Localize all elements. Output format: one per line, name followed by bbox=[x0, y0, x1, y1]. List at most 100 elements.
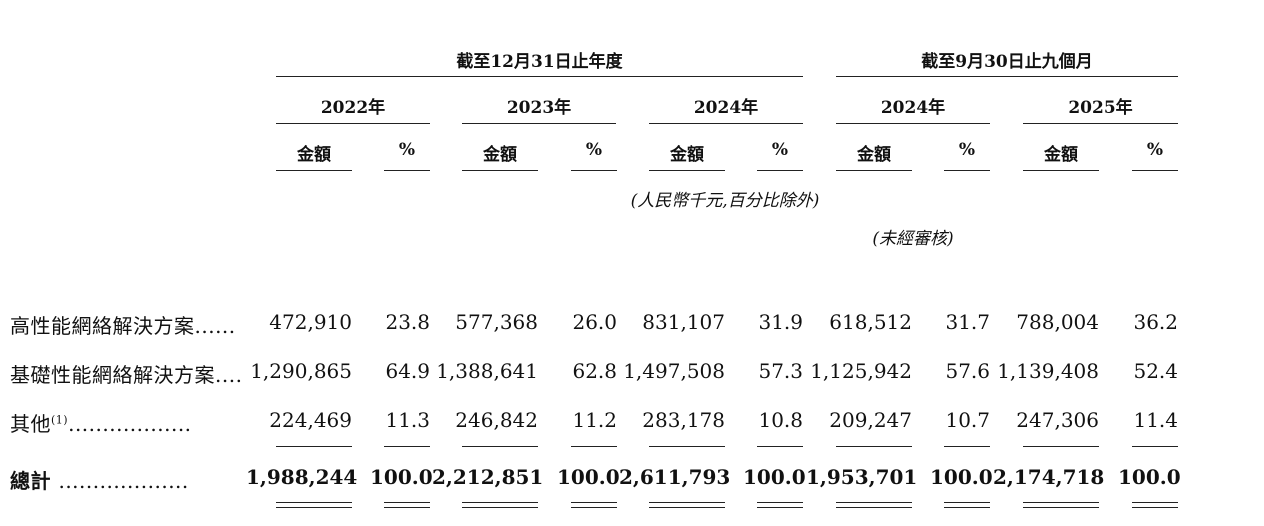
row-label-basic-performance: 基礎性能網絡解決方案.... bbox=[10, 359, 242, 388]
subtotal-rule bbox=[571, 446, 617, 447]
percent-header-2024: % bbox=[771, 140, 789, 160]
total-double-rule bbox=[276, 507, 352, 508]
year-header-2024: 2024年 bbox=[693, 98, 759, 118]
percent-header-2022: % bbox=[398, 140, 416, 160]
percent-rule-2025-nine-months bbox=[1132, 170, 1178, 171]
cell-percent-2024: 10.8 bbox=[758, 408, 803, 432]
cell-amount-2023: 2,212,851 bbox=[432, 465, 544, 489]
group-rule-year-ended bbox=[276, 76, 803, 77]
cell-amount-2024: 283,178 bbox=[642, 408, 725, 432]
cell-amount-2024-nine-months: 618,512 bbox=[829, 310, 912, 334]
subtotal-rule bbox=[649, 446, 725, 447]
percent-rule-2024-nine-months bbox=[944, 170, 990, 171]
total-double-rule bbox=[1023, 502, 1099, 503]
percent-rule-2022 bbox=[384, 170, 430, 171]
total-double-rule bbox=[571, 502, 617, 503]
subtotal-rule bbox=[462, 446, 538, 447]
total-double-rule bbox=[757, 502, 803, 503]
subtotal-rule bbox=[757, 446, 803, 447]
amount-header-2022: 金額 bbox=[297, 145, 331, 165]
row-label-others: 其他(1).................. bbox=[10, 408, 192, 437]
cell-percent-2022: 23.8 bbox=[385, 310, 430, 334]
total-double-rule bbox=[836, 502, 912, 503]
total-double-rule bbox=[649, 507, 725, 508]
cell-percent-2022: 100.0 bbox=[370, 465, 433, 489]
year-rule-2024 bbox=[649, 123, 803, 124]
cell-percent-2025-nine-months: 36.2 bbox=[1133, 310, 1178, 334]
total-double-rule bbox=[462, 507, 538, 508]
cell-percent-2025-nine-months: 52.4 bbox=[1133, 359, 1178, 383]
cell-amount-2023: 577,368 bbox=[455, 310, 538, 334]
unaudited-note: (未經審核) bbox=[872, 229, 954, 249]
subtotal-rule bbox=[384, 446, 430, 447]
cell-amount-2024-nine-months: 1,953,701 bbox=[806, 465, 918, 489]
leader-dots: ................... bbox=[58, 469, 189, 493]
group-title-nine-months: 截至9月30日止九個月 bbox=[921, 52, 1093, 72]
total-double-rule bbox=[276, 502, 352, 503]
cell-amount-2024: 1,497,508 bbox=[623, 359, 725, 383]
cell-amount-2025-nine-months: 2,174,718 bbox=[993, 465, 1105, 489]
cell-percent-2023: 62.8 bbox=[572, 359, 617, 383]
total-double-rule bbox=[757, 507, 803, 508]
year-header-2022: 2022年 bbox=[320, 98, 386, 118]
cell-percent-2023: 11.2 bbox=[572, 408, 617, 432]
unit-note: (人民幣千元,百分比除外) bbox=[630, 191, 820, 211]
amount-rule-2024-nine-months bbox=[836, 170, 912, 171]
amount-rule-2022 bbox=[276, 170, 352, 171]
percent-header-2025-nine-months: % bbox=[1146, 140, 1164, 160]
cell-percent-2023: 100.0 bbox=[557, 465, 620, 489]
leader-dots: .................. bbox=[68, 412, 192, 436]
cell-percent-2022: 64.9 bbox=[385, 359, 430, 383]
group-rule-nine-months bbox=[836, 76, 1178, 77]
total-double-rule bbox=[944, 502, 990, 503]
total-double-rule bbox=[384, 507, 430, 508]
row-label-high-performance: 高性能網絡解決方案...... bbox=[10, 310, 236, 339]
cell-percent-2024: 31.9 bbox=[758, 310, 803, 334]
cell-amount-2022: 1,290,865 bbox=[250, 359, 352, 383]
subtotal-rule bbox=[836, 446, 912, 447]
cell-amount-2022: 224,469 bbox=[269, 408, 352, 432]
cell-percent-2024-nine-months: 10.7 bbox=[945, 408, 990, 432]
total-double-rule bbox=[1023, 507, 1099, 508]
row-label-text: 基礎性能網絡解決方案 bbox=[10, 363, 215, 387]
year-header-2024-nine-months: 2024年 bbox=[880, 98, 946, 118]
year-header-2023: 2023年 bbox=[506, 98, 572, 118]
total-double-rule bbox=[1132, 502, 1178, 503]
total-double-rule bbox=[462, 502, 538, 503]
amount-rule-2025-nine-months bbox=[1023, 170, 1099, 171]
cell-amount-2025-nine-months: 247,306 bbox=[1016, 408, 1099, 432]
cell-percent-2024: 57.3 bbox=[758, 359, 803, 383]
amount-rule-2023 bbox=[462, 170, 538, 171]
cell-amount-2022: 1,988,244 bbox=[246, 465, 358, 489]
subtotal-rule bbox=[1132, 446, 1178, 447]
year-rule-2023 bbox=[462, 123, 616, 124]
percent-rule-2024 bbox=[757, 170, 803, 171]
row-label-text: 其他 bbox=[10, 412, 51, 436]
cell-percent-2023: 26.0 bbox=[572, 310, 617, 334]
subtotal-rule bbox=[276, 446, 352, 447]
cell-amount-2023: 1,388,641 bbox=[436, 359, 538, 383]
cell-percent-2024-nine-months: 31.7 bbox=[945, 310, 990, 334]
amount-header-2024: 金額 bbox=[670, 145, 704, 165]
cell-amount-2024-nine-months: 209,247 bbox=[829, 408, 912, 432]
total-double-rule bbox=[1132, 507, 1178, 508]
row-label-total: 總計 ................... bbox=[10, 465, 189, 494]
year-rule-2022 bbox=[276, 123, 430, 124]
cell-amount-2025-nine-months: 788,004 bbox=[1016, 310, 1099, 334]
percent-header-2024-nine-months: % bbox=[958, 140, 976, 160]
cell-percent-2025-nine-months: 11.4 bbox=[1133, 408, 1178, 432]
cell-amount-2024-nine-months: 1,125,942 bbox=[810, 359, 912, 383]
percent-header-2023: % bbox=[585, 140, 603, 160]
amount-header-2024-nine-months: 金額 bbox=[857, 145, 891, 165]
leader-dots: ...... bbox=[194, 314, 236, 338]
row-label-text: 總計 bbox=[10, 469, 51, 493]
total-double-rule bbox=[944, 507, 990, 508]
cell-percent-2024-nine-months: 57.6 bbox=[945, 359, 990, 383]
group-title-year-ended: 截至12月31日止年度 bbox=[456, 52, 623, 72]
cell-amount-2022: 472,910 bbox=[269, 310, 352, 334]
year-rule-2025-nine-months bbox=[1023, 123, 1178, 124]
cell-percent-2024-nine-months: 100.0 bbox=[930, 465, 993, 489]
total-double-rule bbox=[571, 507, 617, 508]
cell-amount-2025-nine-months: 1,139,408 bbox=[997, 359, 1099, 383]
cell-percent-2025-nine-months: 100.0 bbox=[1118, 465, 1181, 489]
